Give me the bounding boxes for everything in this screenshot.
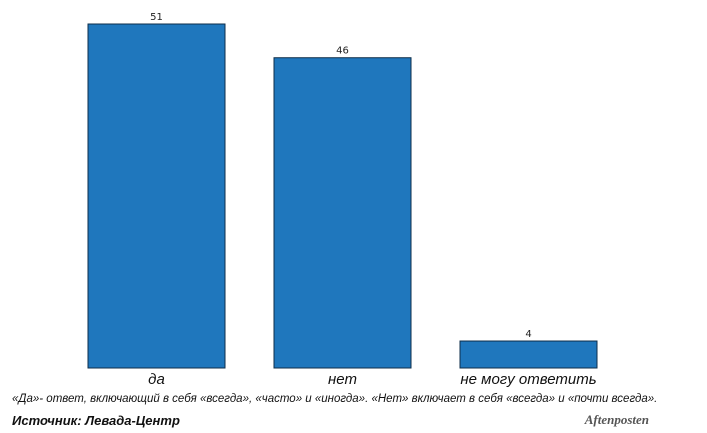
category-label-0: да — [148, 371, 165, 388]
footnote: «Да»- ответ, включающий в себя «всегда»,… — [12, 393, 658, 405]
value-label-2: 4 — [525, 329, 531, 340]
source-label: Источник: Левада-Центр — [12, 413, 180, 428]
category-label-2: не могу ответить — [460, 371, 596, 388]
category-label-1: нет — [328, 371, 357, 388]
bar-1 — [273, 57, 412, 369]
publisher-logo: Aftenposten — [584, 412, 649, 427]
bar-0 — [87, 23, 226, 369]
value-label-1: 46 — [336, 46, 349, 57]
bar-2 — [459, 340, 598, 369]
bar-chart: 51 да 46 нет 4 не могу ответить — [87, 12, 598, 388]
value-label-0: 51 — [150, 12, 163, 23]
